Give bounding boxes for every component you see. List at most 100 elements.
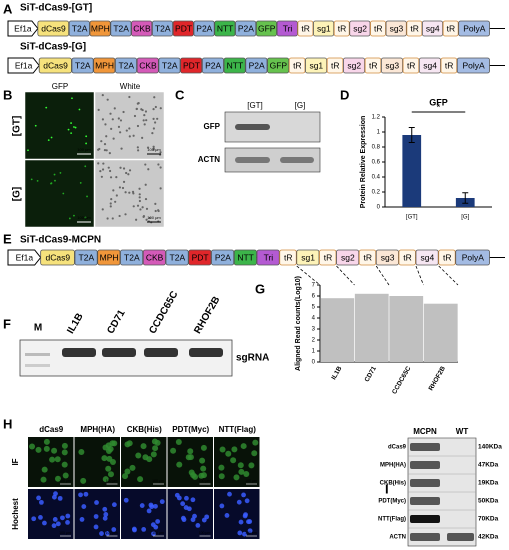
significance-label: * xyxy=(437,103,441,114)
cell xyxy=(118,214,121,218)
promoter-arrow xyxy=(7,249,42,266)
construct-segment xyxy=(458,20,490,37)
segment-label: sg2 xyxy=(353,23,367,33)
cell xyxy=(153,524,159,530)
y-tick-label: 3 xyxy=(312,327,316,333)
cell xyxy=(71,97,73,100)
cell xyxy=(126,440,133,447)
cell xyxy=(159,187,162,190)
cell xyxy=(43,445,50,452)
segment-label: PolyA xyxy=(463,60,486,70)
construct-segment xyxy=(214,20,236,37)
cell xyxy=(110,127,113,130)
construct-segment xyxy=(364,57,382,74)
cell xyxy=(93,514,99,519)
segment-label: tR xyxy=(331,60,340,70)
cell xyxy=(117,117,120,120)
blot-band xyxy=(410,479,440,487)
cell xyxy=(133,114,137,118)
cell xyxy=(236,499,242,505)
cell xyxy=(51,523,57,529)
y-tick-label: 0 xyxy=(312,360,316,366)
blot-band xyxy=(410,461,440,469)
lane-label: CCDC65C xyxy=(147,289,180,335)
segment-label: tR xyxy=(369,60,378,70)
y-tick-label: 2 xyxy=(312,338,316,344)
cell xyxy=(85,135,88,138)
cell xyxy=(111,527,117,532)
cell xyxy=(122,110,125,114)
cell xyxy=(121,186,125,190)
cell xyxy=(156,117,159,120)
segment-label: tR xyxy=(293,60,302,70)
construct-segment xyxy=(375,249,399,266)
construct-segment xyxy=(131,20,153,37)
cell xyxy=(195,523,201,528)
segment-label: sg1 xyxy=(317,23,331,33)
panel-letter: B xyxy=(3,87,12,102)
segment-label: T2A xyxy=(124,252,140,262)
gel-band xyxy=(189,348,223,357)
band-label: sgRNA xyxy=(236,353,269,364)
blot-band xyxy=(410,443,440,451)
construct-segment xyxy=(276,20,298,37)
column-header: dCas9 xyxy=(39,425,64,434)
cell xyxy=(59,172,62,174)
cell xyxy=(101,118,104,121)
scale-bar-label: 100 μm xyxy=(59,531,71,535)
row-label: [G] xyxy=(12,187,23,201)
cell xyxy=(237,462,244,469)
construct-segment xyxy=(255,20,278,37)
panel-letter: H xyxy=(3,416,12,431)
cell xyxy=(68,217,71,220)
segment-label: T2A xyxy=(79,252,95,262)
segment-label: CKB xyxy=(146,252,164,262)
segment-label: tR xyxy=(374,23,383,33)
construct-segment xyxy=(223,57,246,74)
cell xyxy=(78,492,83,498)
cell xyxy=(54,456,61,463)
cell xyxy=(144,183,147,186)
cell xyxy=(117,125,121,128)
error-bar xyxy=(408,127,415,143)
cell xyxy=(145,207,149,210)
segment-label: tR xyxy=(403,252,412,262)
y-tick-label: 4 xyxy=(312,316,316,322)
cell xyxy=(138,187,141,190)
cell xyxy=(29,443,36,450)
construct-segment xyxy=(38,57,72,74)
cell xyxy=(135,107,138,110)
scale-bar-label: 100 μm xyxy=(77,147,91,152)
row-label: MPH(HA) xyxy=(380,463,406,469)
cell xyxy=(153,96,156,99)
cell xyxy=(102,162,105,165)
cell xyxy=(132,527,137,533)
cell xyxy=(240,443,247,450)
cell xyxy=(218,464,225,471)
cell xyxy=(65,513,71,519)
cell xyxy=(145,218,148,221)
cell xyxy=(86,195,88,198)
cell xyxy=(184,495,189,501)
cell xyxy=(237,530,243,536)
cell xyxy=(219,503,225,509)
x-tick-label: CD71 xyxy=(364,365,379,383)
cell xyxy=(105,465,112,472)
segment-label: tR xyxy=(363,252,372,262)
segment-label: tR xyxy=(301,23,310,33)
segment-label: Ef1a xyxy=(15,60,33,70)
cell xyxy=(122,180,126,183)
construct-segment xyxy=(40,249,75,266)
cell xyxy=(36,179,39,182)
x-tick-label: RHOF2B xyxy=(428,365,448,392)
scale-bar-label: 100 μm xyxy=(59,479,71,483)
cell xyxy=(200,465,207,472)
segment-label: tR xyxy=(445,60,454,70)
y-tick-label: 1.2 xyxy=(372,115,381,121)
segment-label: sg1 xyxy=(309,60,323,70)
cell xyxy=(112,189,115,192)
construct-segment xyxy=(333,20,350,37)
segment-label: sg3 xyxy=(381,252,395,262)
cell xyxy=(159,499,165,505)
cell xyxy=(140,108,143,111)
